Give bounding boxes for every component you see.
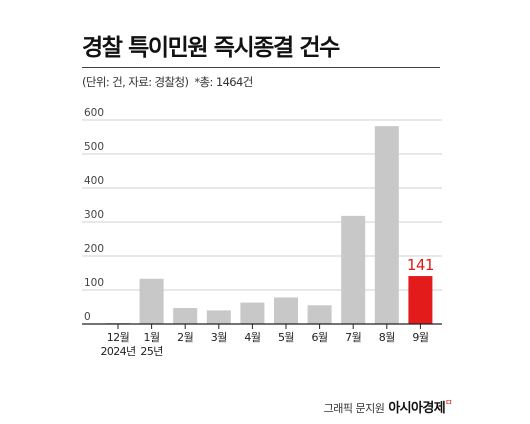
data-label: 141 (407, 256, 434, 274)
x-tick-label: 4월 (244, 331, 260, 344)
x-tick-label: 2월 (177, 331, 193, 344)
y-tick-label: 400 (84, 175, 104, 187)
x-tick-label: 1월 (144, 331, 160, 344)
bar (341, 215, 366, 324)
y-tick-label: 0 (84, 311, 91, 323)
total-note: *총: 1464건 (194, 75, 253, 89)
x-tick-label: 3월 (211, 331, 227, 344)
brand-logo: 아시아경제 (388, 401, 446, 416)
x-tick-label: 5월 (278, 331, 294, 344)
y-tick-label: 300 (84, 209, 104, 221)
x-tick-sublabel: 25년 (140, 345, 162, 358)
bar (173, 308, 198, 324)
graphic-credit: 그래픽 문지원 아시아경제ㅁ (323, 397, 453, 416)
x-tick-label: 12월 (107, 331, 130, 344)
chart-title: 경찰 특이민원 즉시종결 건수 (82, 35, 340, 61)
y-tick-label: 600 (84, 107, 104, 119)
credit-text: 그래픽 문지원 (323, 402, 385, 415)
unit-source-note: (단위: 건, 자료: 경찰청) (82, 75, 189, 89)
bar (274, 297, 298, 324)
x-tick-label: 6월 (312, 331, 328, 344)
y-tick-label: 200 (84, 243, 104, 255)
y-tick-label: 500 (84, 141, 104, 153)
title-rule (82, 67, 440, 68)
bar (240, 302, 265, 324)
x-tick-label: 7월 (345, 331, 361, 344)
bar (206, 310, 231, 324)
chart-header: 경찰 특이민원 즉시종결 건수 (단위: 건, 자료: 경찰청) *총: 1464… (82, 34, 442, 90)
bar (139, 278, 164, 324)
x-tick-label: 8월 (379, 331, 395, 344)
y-tick-label: 100 (84, 277, 104, 289)
bar (374, 126, 399, 325)
bar (307, 305, 332, 324)
bar-highlighted (408, 276, 433, 324)
x-tick-label: 9월 (412, 331, 428, 344)
chart-subtitle: (단위: 건, 자료: 경찰청) *총: 1464건 (82, 74, 442, 90)
x-tick-sublabel: 2024년 (100, 345, 135, 358)
brand-mark-icon: ㅁ (445, 398, 452, 407)
